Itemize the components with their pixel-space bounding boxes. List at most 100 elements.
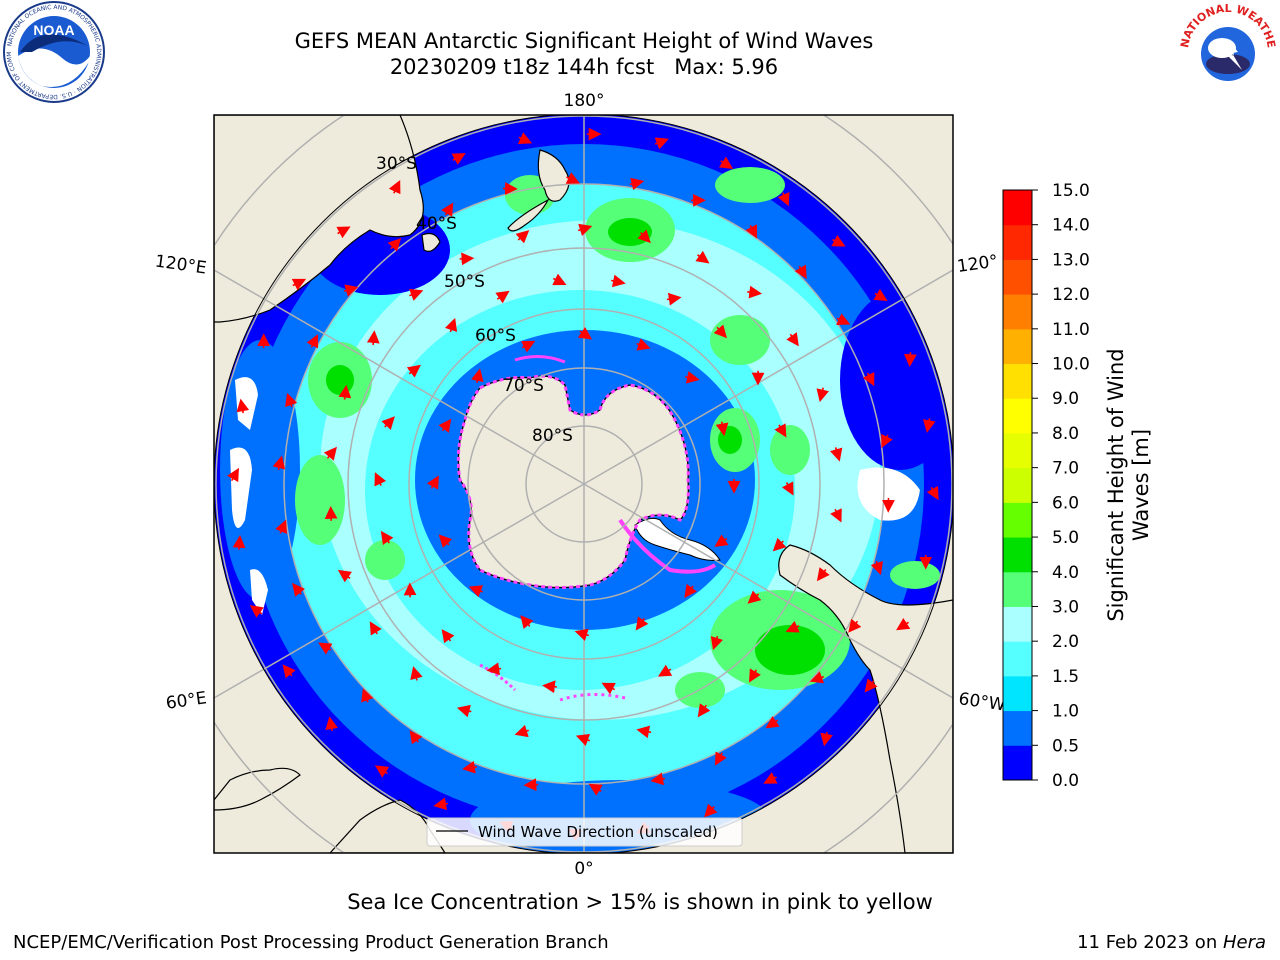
wave-patch-3m <box>715 167 785 203</box>
colorbar-segment <box>1003 259 1032 295</box>
wave-direction-arrow <box>486 662 502 676</box>
colorbar-segment <box>1003 537 1032 573</box>
wave-direction-arrow <box>695 250 710 264</box>
wave-direction-arrow <box>657 664 673 677</box>
noaa-logo-text: NOAA <box>33 22 74 38</box>
colorbar-tick-label: 0.5 <box>1052 736 1079 756</box>
wave-direction-arrow <box>451 153 466 165</box>
wave-direction-arrow <box>747 590 762 604</box>
wave-direction-arrow <box>323 446 337 461</box>
wave-direction-arrow <box>794 264 807 279</box>
no-data-patch <box>230 447 252 528</box>
wave-direction-arrow <box>836 313 851 325</box>
wave-direction-arrow <box>388 179 401 195</box>
wave-direction-arrow <box>816 387 829 403</box>
colorbar-segment <box>1003 571 1032 607</box>
colorbar-tick-label: 13.0 <box>1052 250 1090 270</box>
wave-direction-arrow <box>777 192 790 207</box>
wave-direction-arrow <box>763 772 778 784</box>
wave-direction-arrow <box>441 629 455 644</box>
wave-direction-arrow <box>848 618 862 633</box>
wave-direction-arrow <box>715 421 729 437</box>
colorbar-tick-label: 14.0 <box>1052 216 1090 236</box>
lon-label-120w: 120° <box>956 251 999 277</box>
colorbar-segment <box>1003 710 1032 746</box>
wave-patch-4m <box>608 218 652 246</box>
wave-direction-arrow <box>565 172 580 184</box>
wave-direction-arrow <box>232 535 246 550</box>
colorbar-segment <box>1003 606 1032 642</box>
wave-direction-arrow <box>684 583 697 598</box>
wave-direction-arrow <box>438 418 452 433</box>
madagascar-island <box>214 767 301 811</box>
colorbar-segment <box>1003 641 1032 677</box>
wave-direction-arrow <box>749 668 761 683</box>
colorbar-segment <box>1003 502 1032 538</box>
wave-direction-arrow <box>781 481 794 496</box>
wave-direction-arrow <box>325 716 338 732</box>
wave-direction-arrow <box>366 330 380 346</box>
chart-subtitle: 20230209 t18z 144h fcst Max: 5.96 <box>389 55 779 79</box>
wave-direction-arrow <box>282 664 296 679</box>
wave-direction-arrow <box>552 273 567 286</box>
wave-direction-arrow <box>629 177 645 191</box>
no-data-patch <box>250 569 268 615</box>
wave-direction-arrow <box>577 327 593 340</box>
lat-label-60s: 60°S <box>475 326 516 346</box>
wave-direction-arrow <box>601 682 616 695</box>
wave-direction-arrow <box>291 278 307 291</box>
wave-direction-arrow <box>926 485 939 501</box>
wave-direction-arrow <box>515 230 530 244</box>
wave-direction-arrow <box>444 317 458 333</box>
wave-direction-arrow <box>636 338 651 351</box>
lat-label-40s: 40°S <box>416 214 457 234</box>
wave-direction-arrow <box>881 433 893 449</box>
wave-direction-arrow <box>896 617 911 631</box>
wave-direction-arrow <box>338 384 352 400</box>
wave-direction-arrow <box>575 734 591 747</box>
colorbar-segment <box>1003 224 1032 260</box>
nws-logo-icon: NATIONAL WEATHER SERVICE <box>1176 0 1278 100</box>
wave-direction-arrow <box>462 760 477 774</box>
wave-direction-arrow <box>441 202 454 217</box>
wave-direction-arrow <box>862 371 875 387</box>
colorbar-segment <box>1003 467 1032 503</box>
lat-label-80s: 80°S <box>532 426 573 446</box>
wave-patch-3m <box>710 315 770 365</box>
wave-direction-arrow <box>637 229 651 244</box>
footer-date-text: 11 Feb 2023 on <box>1077 932 1223 953</box>
lat-label-70s: 70°S <box>503 376 544 396</box>
wave-direction-arrow <box>710 635 724 651</box>
wave-direction-arrow <box>903 352 917 367</box>
wave-direction-arrow <box>517 132 533 144</box>
sea-ice-edge <box>514 355 566 364</box>
wave-direction-arrow <box>520 340 536 353</box>
wave-direction-arrow <box>468 585 484 598</box>
colorbar-tick-label: 2.0 <box>1052 632 1079 652</box>
wave-direction-arrow <box>438 534 453 549</box>
colorbar-label: Significant Height of Wind Waves [m] <box>1104 275 1154 695</box>
lon-label-120e: 120°E <box>154 252 208 279</box>
wave-direction-arrow <box>685 371 700 384</box>
new-zealand-north <box>537 149 570 202</box>
wave-direction-arrow <box>275 519 287 534</box>
wave-direction-arrow <box>785 620 800 633</box>
wave-direction-arrow <box>745 224 758 239</box>
sea-ice-edge <box>618 518 717 574</box>
wave-direction-arrow <box>697 703 711 718</box>
wave-direction-arrow <box>336 226 351 239</box>
wave-direction-arrow <box>714 534 729 547</box>
wave-direction-arrow <box>409 730 423 745</box>
colorbar-segment <box>1003 294 1032 330</box>
australia-landmass <box>214 115 424 323</box>
lon-label-top: 180° <box>564 91 605 111</box>
wave-direction-arrow <box>574 628 590 641</box>
wave-direction-arrow <box>249 605 264 618</box>
colorbar-segment <box>1003 190 1032 226</box>
wave-direction-arrow <box>381 416 395 431</box>
footer-host: Hera <box>1222 932 1266 953</box>
footer-branch: NCEP/EMC/Verification Post Processing Pr… <box>13 932 609 953</box>
wave-direction-arrow <box>666 292 682 306</box>
longitude-grid <box>214 115 953 853</box>
